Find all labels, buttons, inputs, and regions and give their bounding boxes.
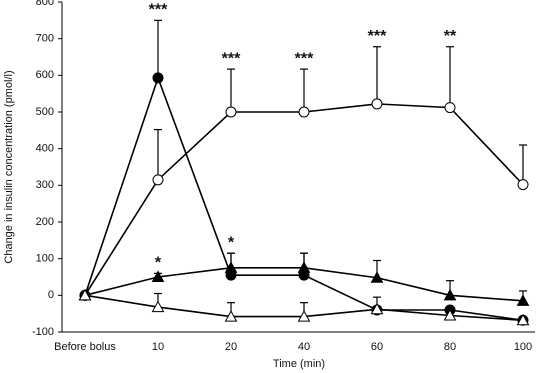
significance-label: * (155, 255, 162, 272)
marker (516, 313, 530, 326)
marker (225, 106, 237, 118)
marker (78, 288, 92, 301)
marker (516, 294, 530, 306)
marker (152, 72, 164, 84)
significance-label: *** (149, 2, 168, 19)
y-tick-label: 500 (36, 106, 54, 118)
significance-label: * (228, 234, 235, 251)
error-bar (154, 19, 162, 78)
significance-label: ** (444, 28, 457, 45)
marker (224, 261, 238, 273)
y-tick-label: 100 (36, 253, 54, 265)
error-bar (373, 46, 381, 104)
y-tick-label: -100 (32, 326, 54, 338)
marker (151, 300, 165, 313)
marker (517, 179, 529, 191)
x-tick-label: 60 (371, 341, 383, 353)
y-tick-label: 700 (36, 33, 54, 45)
marker (370, 271, 384, 283)
y-tick-label: 800 (36, 0, 54, 8)
error-bar (227, 68, 235, 112)
x-tick-label: 80 (444, 341, 456, 353)
y-tick-label: 600 (36, 69, 54, 81)
x-tick-label: 100 (514, 341, 532, 353)
y-tick-label: 400 (36, 143, 54, 155)
marker (298, 106, 310, 118)
y-tick-label: 200 (36, 216, 54, 228)
y-tick-label: 300 (36, 179, 54, 191)
marker (151, 270, 165, 282)
x-tick-label: 10 (152, 341, 164, 353)
marker (370, 302, 384, 315)
error-bar (519, 144, 527, 185)
marker (297, 310, 311, 322)
significance-label: *** (368, 28, 387, 45)
marker (371, 98, 383, 110)
x-tick-label: 40 (298, 341, 310, 353)
error-bar (446, 46, 454, 108)
marker (152, 174, 164, 186)
x-tick-label: Before bolus (54, 341, 116, 353)
significance-label: *** (295, 50, 314, 67)
y-axis-title: Change in insulin concentration (pmol/l) (3, 70, 15, 263)
error-bar (300, 68, 308, 112)
marker (224, 310, 238, 322)
y-tick-label: 0 (48, 289, 54, 301)
x-axis-title: Time (min) (273, 358, 325, 370)
error-bar (154, 129, 162, 180)
marker (444, 102, 456, 114)
x-tick-label: 20 (225, 341, 237, 353)
marker (443, 288, 457, 301)
marker (297, 261, 311, 273)
marker (443, 308, 457, 321)
significance-label: *** (222, 50, 241, 67)
